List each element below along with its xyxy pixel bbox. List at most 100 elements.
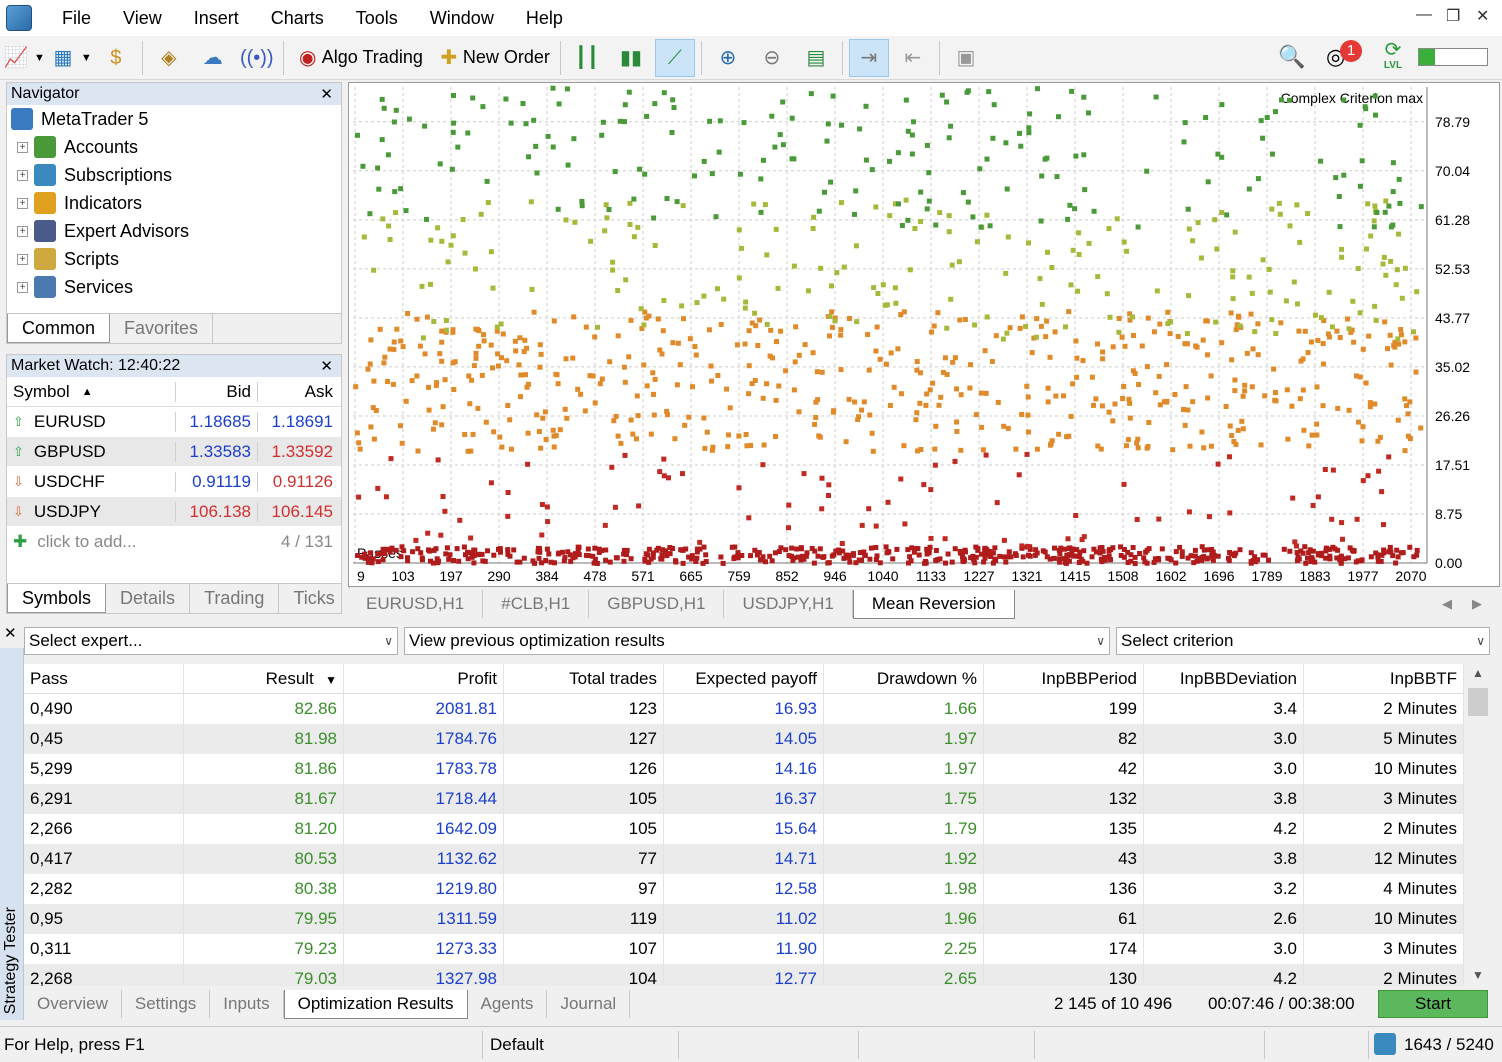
- bar-chart-button[interactable]: ┃┃: [567, 39, 607, 77]
- menu-charts[interactable]: Charts: [270, 7, 324, 28]
- column-header-inpbbtf[interactable]: InpBBTF: [1304, 664, 1464, 694]
- close-icon[interactable]: ✕: [320, 358, 333, 375]
- select-expert-dropdown[interactable]: Select expert... ∨: [24, 627, 398, 655]
- vps-button[interactable]: ☁: [193, 39, 233, 77]
- column-header-inpbbperiod[interactable]: InpBBPeriod: [984, 664, 1144, 694]
- table-row[interactable]: 5,299 81.86 1783.78 126 14.16 1.97 42 3.0 10 Min…: [24, 754, 1464, 784]
- tab-agents[interactable]: Agents: [468, 990, 548, 1018]
- tab-common[interactable]: Common: [7, 314, 111, 343]
- tree-item-services[interactable]: + Services: [7, 273, 341, 301]
- tab-ticks[interactable]: Ticks: [279, 584, 350, 613]
- vertical-scrollbar[interactable]: ▲ ▼: [1466, 664, 1490, 986]
- optimization-chart[interactable]: 9 103 197 290 384 478 571 665 759 852 946 1040 1133 1…: [348, 82, 1500, 587]
- close-icon[interactable]: ✕: [1476, 8, 1490, 25]
- column-header-result[interactable]: Result ▼: [184, 664, 344, 694]
- table-row[interactable]: 6,291 81.67 1718.44 105 16.37 1.75 132 3.8 3 Min…: [24, 784, 1464, 814]
- column-header-expected-payoff[interactable]: Expected payoff: [664, 664, 824, 694]
- expand-icon[interactable]: +: [17, 225, 28, 237]
- new-order-button[interactable]: ✚ New Order: [431, 39, 554, 77]
- column-header-pass[interactable]: Pass: [24, 664, 184, 694]
- table-row[interactable]: 0,417 80.53 1132.62 77 14.71 1.92 43 3.8 12 Minu…: [24, 844, 1464, 874]
- tab-clb-h1[interactable]: #CLB,H1: [483, 590, 590, 618]
- expand-icon[interactable]: +: [17, 197, 28, 209]
- expand-icon[interactable]: +: [17, 169, 28, 181]
- scroll-up-icon[interactable]: ▲: [1472, 666, 1484, 680]
- tab-settings[interactable]: Settings: [122, 990, 211, 1018]
- tab-inputs[interactable]: Inputs: [210, 990, 284, 1018]
- menu-file[interactable]: File: [62, 7, 92, 28]
- table-row[interactable]: 0,490 82.86 2081.81 123 16.93 1.66 199 3.4 2 Min…: [24, 694, 1464, 724]
- algo-trading-button[interactable]: ◉ Algo Trading: [290, 39, 427, 77]
- line-chart-button[interactable]: ⟋: [654, 38, 695, 77]
- menu-tools[interactable]: Tools: [355, 7, 398, 28]
- column-header-inpbbdeviation[interactable]: InpBBDeviation: [1144, 664, 1304, 694]
- tab-journal[interactable]: Journal: [547, 990, 631, 1018]
- tree-item-scripts[interactable]: + Scripts: [7, 245, 341, 273]
- column-header-profit[interactable]: Profit: [344, 664, 504, 694]
- tree-root[interactable]: MetaTrader 5: [7, 105, 341, 133]
- table-row[interactable]: 0,45 81.98 1784.76 127 14.05 1.97 82 3.0 5 Minut…: [24, 724, 1464, 754]
- market-watch-row[interactable]: ⇩ USDCHF 0.91119 0.91126: [7, 467, 341, 497]
- tree-item-expert-advisors[interactable]: + Expert Advisors: [7, 217, 341, 245]
- table-row[interactable]: 2,268 79.03 1327.98 104 12.77 2.65 130 4.2 2 Min…: [24, 964, 1464, 986]
- candlestick-button[interactable]: ▮▮: [611, 39, 651, 77]
- tab-mean-reversion[interactable]: Mean Reversion: [852, 589, 1015, 619]
- column-header-total-trades[interactable]: Total trades: [504, 664, 664, 694]
- tab-details[interactable]: Details: [106, 584, 191, 613]
- market-button[interactable]: $: [96, 39, 136, 77]
- tree-item-accounts[interactable]: + Accounts: [7, 133, 341, 161]
- column-header-symbol[interactable]: Symbol ▲: [7, 382, 175, 402]
- menu-view[interactable]: View: [123, 7, 162, 28]
- restore-icon[interactable]: ❐: [1446, 8, 1461, 25]
- signals-button[interactable]: ◈: [149, 39, 189, 77]
- tab-optimization-results[interactable]: Optimization Results: [283, 989, 468, 1019]
- tree-item-indicators[interactable]: + Indicators: [7, 189, 341, 217]
- close-icon[interactable]: ✕: [320, 86, 333, 103]
- level-button[interactable]: ⟳ LVL: [1376, 40, 1410, 76]
- table-row[interactable]: 2,282 80.38 1219.80 97 12.58 1.98 136 3.2 4 Minu…: [24, 874, 1464, 904]
- tab-overview[interactable]: Overview: [24, 990, 122, 1018]
- zoom-in-button[interactable]: ⊕: [708, 39, 748, 77]
- view-results-dropdown[interactable]: View previous optimization results ∨: [404, 627, 1110, 655]
- tab-trading[interactable]: Trading: [190, 584, 280, 613]
- table-row[interactable]: 0,311 79.23 1273.33 107 11.90 2.25 174 3.0 3 Min…: [24, 934, 1464, 964]
- column-header-drawdown-[interactable]: Drawdown %: [824, 664, 984, 694]
- minimize-icon[interactable]: —: [1416, 6, 1432, 23]
- menu-insert[interactable]: Insert: [193, 7, 239, 28]
- tab-gbpusd-h1[interactable]: GBPUSD,H1: [589, 590, 725, 618]
- scroll-left-icon[interactable]: ◀: [1442, 596, 1452, 611]
- add-symbol-row[interactable]: ✚ click to add... 4 / 131: [7, 527, 341, 557]
- tab-usdjpy-h1[interactable]: USDJPY,H1: [724, 590, 853, 618]
- select-criterion-dropdown[interactable]: Select criterion ∨: [1116, 627, 1490, 655]
- market-watch-row[interactable]: ⇧ EURUSD 1.18685 1.18691: [7, 407, 341, 437]
- table-row[interactable]: 2,266 81.20 1642.09 105 15.64 1.79 135 4.2 2 Min…: [24, 814, 1464, 844]
- search-icon[interactable]: 🔍: [1278, 44, 1306, 69]
- broadcast-button[interactable]: ((•)): [237, 39, 277, 77]
- auto-scroll-button[interactable]: ⇥: [848, 38, 889, 77]
- templates-button[interactable]: ▣: [946, 39, 986, 77]
- scrollbar-thumb[interactable]: [1468, 688, 1488, 716]
- menu-help[interactable]: Help: [525, 7, 563, 28]
- chart-shift-button[interactable]: ⇤: [893, 39, 933, 77]
- scroll-right-icon[interactable]: ▶: [1472, 596, 1482, 611]
- zoom-out-button[interactable]: ⊖: [752, 39, 792, 77]
- tab-eurusd-h1[interactable]: EURUSD,H1: [348, 590, 484, 618]
- market-watch-row[interactable]: ⇧ GBPUSD 1.33583 1.33592: [7, 437, 341, 467]
- tab-favorites[interactable]: Favorites: [110, 314, 214, 343]
- start-button[interactable]: Start: [1378, 990, 1488, 1018]
- market-watch-row[interactable]: ⇩ USDJPY 106.138 106.145: [7, 497, 341, 527]
- tab-symbols[interactable]: Symbols: [7, 584, 107, 613]
- column-header-bid[interactable]: Bid: [175, 381, 257, 402]
- app-icon[interactable]: [6, 5, 32, 31]
- profiles-button[interactable]: ▦ ▼: [49, 39, 91, 77]
- tree-item-subscriptions[interactable]: + Subscriptions: [7, 161, 341, 189]
- column-header-ask[interactable]: Ask: [257, 381, 339, 402]
- expand-icon[interactable]: +: [17, 141, 28, 153]
- close-icon[interactable]: ✕: [4, 625, 17, 642]
- notifications-button[interactable]: ◎ 1: [1326, 40, 1362, 74]
- expand-icon[interactable]: +: [17, 253, 28, 265]
- menu-window[interactable]: Window: [429, 7, 494, 28]
- tile-windows-button[interactable]: ▤: [796, 39, 836, 77]
- table-row[interactable]: 0,95 79.95 1311.59 119 11.02 1.96 61 2.6 10 Minu…: [24, 904, 1464, 934]
- connection-icon[interactable]: [1374, 1033, 1396, 1055]
